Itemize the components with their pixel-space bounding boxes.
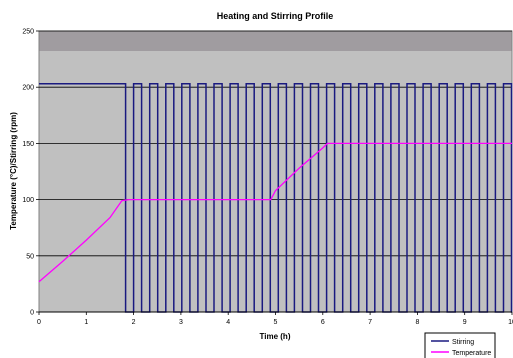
plot-area-upper-band [39, 31, 512, 51]
x-tick-label: 7 [368, 319, 372, 326]
x-tick-label: 5 [274, 319, 278, 326]
x-tick-label: 4 [226, 319, 230, 326]
x-tick-label: 10 [508, 319, 513, 326]
x-axis-ticks: 0 1 2 3 4 5 6 7 8 9 10 [37, 311, 513, 326]
plot-area-background [39, 51, 512, 312]
x-tick-label: 8 [415, 319, 419, 326]
y-tick-label: 150 [22, 141, 34, 148]
y-axis-ticks: 0 50 100 150 200 250 [22, 29, 39, 317]
y-tick-label: 200 [22, 85, 34, 92]
y-tick-label: 100 [22, 197, 34, 204]
legend-box [424, 332, 496, 358]
legend: Stirring Temperature [424, 332, 496, 358]
y-tick-label: 50 [26, 253, 34, 260]
y-tick-label: 0 [30, 310, 34, 317]
x-tick-label: 0 [37, 319, 41, 326]
x-tick-label: 2 [132, 319, 136, 326]
legend-label-stirring: Stirring [452, 339, 474, 346]
x-tick-label: 1 [84, 319, 88, 326]
chart-title: Heating and Stirring Profile [217, 11, 334, 21]
legend-label-temperature: Temperature [452, 350, 491, 357]
temperature-line [38, 142, 512, 283]
x-tick-label: 9 [463, 319, 467, 326]
series-temperature [38, 142, 512, 283]
x-tick-label: 6 [321, 319, 325, 326]
y-axis-label: Temperature (°C)/Stirring (rpm) [9, 112, 18, 230]
y-tick-label: 250 [22, 29, 34, 36]
x-axis-label: Time (h) [260, 332, 291, 341]
x-tick-label: 3 [179, 319, 183, 326]
